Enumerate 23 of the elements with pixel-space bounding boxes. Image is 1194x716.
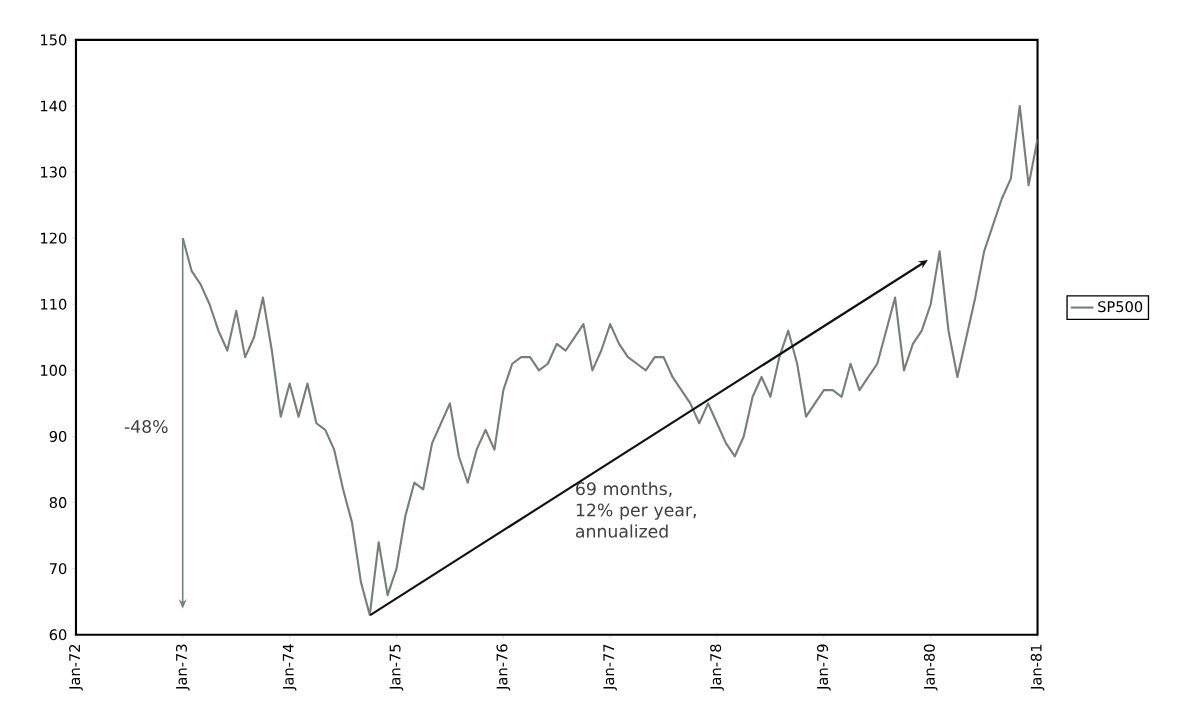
x-tick-label: Jan-77 bbox=[603, 644, 617, 691]
y-tick-label: 60 bbox=[49, 629, 67, 641]
annotation: 69 months, 12% per year, annualized bbox=[575, 481, 696, 538]
y-tick-label: 110 bbox=[41, 298, 67, 310]
y-tick-label: 100 bbox=[41, 364, 67, 376]
x-tick-label: Jan-75 bbox=[389, 644, 404, 691]
x-tick-label: Jan-79 bbox=[816, 644, 831, 691]
x-tick-label: Jan-76 bbox=[496, 644, 511, 691]
y-tick-label: 80 bbox=[49, 496, 67, 508]
x-tick-label: Jan-78 bbox=[710, 644, 724, 691]
x-tick-label: Jan-72 bbox=[69, 644, 83, 691]
y-tick-label: 140 bbox=[41, 100, 67, 112]
x-tick-label: Jan-73 bbox=[175, 644, 190, 691]
annotation: -48% bbox=[124, 419, 168, 433]
y-tick-label: 120 bbox=[41, 232, 67, 244]
y-tick-label: 90 bbox=[49, 430, 67, 442]
y-tick-label: 70 bbox=[49, 562, 67, 574]
x-tick-label: Jan-80 bbox=[923, 644, 938, 691]
legend-label: SP500 bbox=[1098, 300, 1143, 312]
y-tick-label: 150 bbox=[41, 34, 67, 46]
x-tick-label: Jan-74 bbox=[282, 644, 297, 691]
y-tick-label: 130 bbox=[41, 166, 67, 178]
x-tick-label: Jan-81 bbox=[1030, 644, 1045, 691]
